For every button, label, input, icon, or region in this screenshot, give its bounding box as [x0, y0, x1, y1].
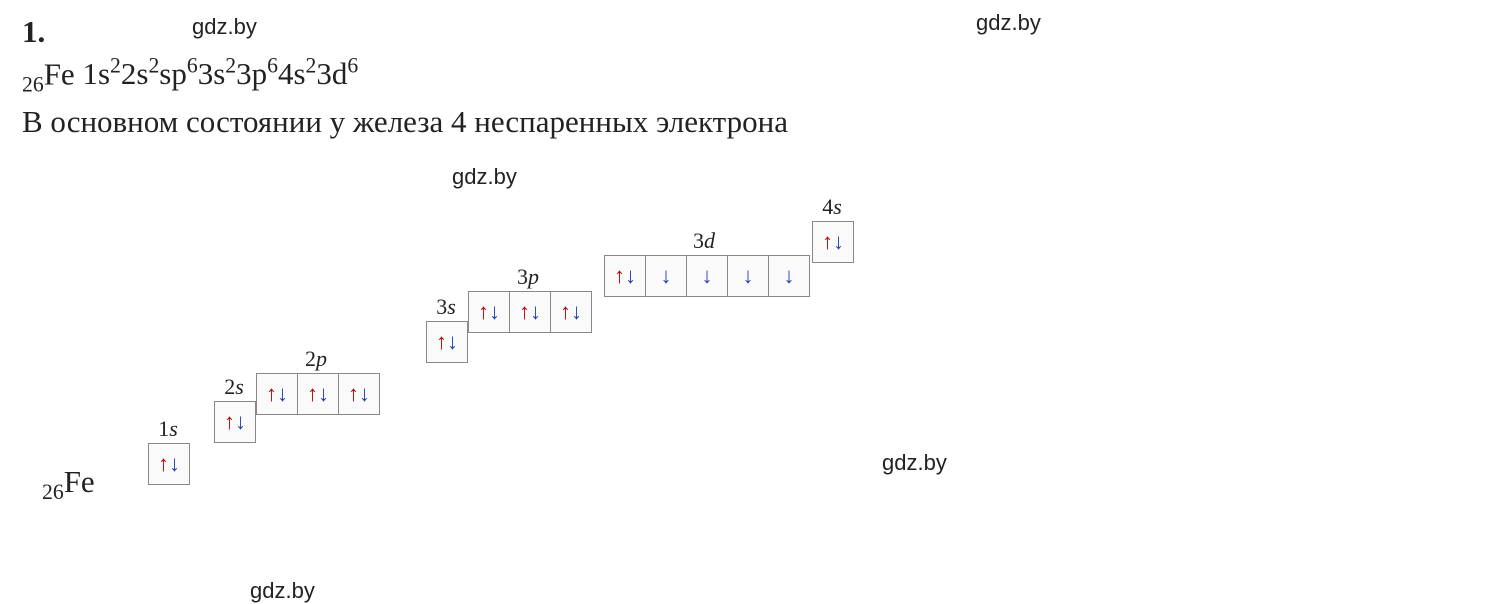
- electron-config-formula: 26Fe 1s22s2sp63s23p64s23d6: [22, 54, 1474, 98]
- element-symbol: Fe: [44, 56, 83, 91]
- sublevel-p3: 3p↑↓↑↓↑↓: [468, 264, 592, 333]
- sublevel-label: 1s: [148, 416, 188, 442]
- fe-atomic-sub: 26: [42, 480, 64, 504]
- orbital-box: ↑↓: [468, 291, 510, 333]
- orbital-boxes: ↑↓: [148, 443, 190, 485]
- orbital-box: ↓: [728, 255, 769, 297]
- watermark-2: gdz.by: [976, 10, 1041, 36]
- sublevel-s1: 1s↑↓: [148, 416, 190, 485]
- orbital-box: ↑↓: [214, 401, 256, 443]
- orbital-box: ↓: [769, 255, 810, 297]
- orbital-box: ↑↓: [551, 291, 592, 333]
- sublevel-s4: 4s↑↓: [812, 194, 854, 263]
- description-text: В основном состоянии у железа 4 неспарен…: [22, 104, 1474, 140]
- sublevel-label: 4s: [812, 194, 852, 220]
- sublevel-label: 3p: [468, 264, 588, 290]
- sublevel-label: 3d: [604, 228, 804, 254]
- atomic-number-sub: 26: [22, 73, 44, 97]
- orbital-box: ↓: [646, 255, 687, 297]
- sublevel-d3: 3d↑↓↓↓↓↓: [604, 228, 810, 297]
- orbital-boxes: ↑↓: [214, 401, 256, 443]
- orbital-box: ↑↓: [148, 443, 190, 485]
- orbital-boxes: ↑↓↑↓↑↓: [256, 373, 380, 415]
- sublevel-s3: 3s↑↓: [426, 294, 468, 363]
- orbital-box: ↑↓: [339, 373, 380, 415]
- sublevel-p2: 2p↑↓↑↓↑↓: [256, 346, 380, 415]
- orbital-boxes: ↑↓↑↓↑↓: [468, 291, 592, 333]
- orbital-box: ↑↓: [426, 321, 468, 363]
- fe-symbol: Fe: [64, 464, 95, 499]
- orbital-box: ↑↓: [812, 221, 854, 263]
- watermark-1: gdz.by: [192, 14, 257, 40]
- sublevel-label: 2p: [256, 346, 376, 372]
- orbital-box: ↑↓: [604, 255, 646, 297]
- orbital-diagram: gdz.by gdz.by 26Fe 1s↑↓2s↑↓2p↑↓↑↓↑↓3s↑↓3…: [22, 150, 1474, 500]
- orbital-box: ↑↓: [298, 373, 339, 415]
- fe-diagram-label: 26Fe: [42, 464, 95, 505]
- orbital-box: ↓: [687, 255, 728, 297]
- orbital-boxes: ↑↓: [812, 221, 854, 263]
- orbital-box: ↑↓: [510, 291, 551, 333]
- orbital-box: ↑↓: [256, 373, 298, 415]
- sublevel-label: 2s: [214, 374, 254, 400]
- orbital-boxes: ↑↓: [426, 321, 468, 363]
- sublevel-label: 3s: [426, 294, 466, 320]
- orbital-boxes: ↑↓↓↓↓↓: [604, 255, 810, 297]
- watermark-5: gdz.by: [250, 578, 315, 604]
- watermark-4: gdz.by: [882, 450, 947, 476]
- sublevel-s2: 2s↑↓: [214, 374, 256, 443]
